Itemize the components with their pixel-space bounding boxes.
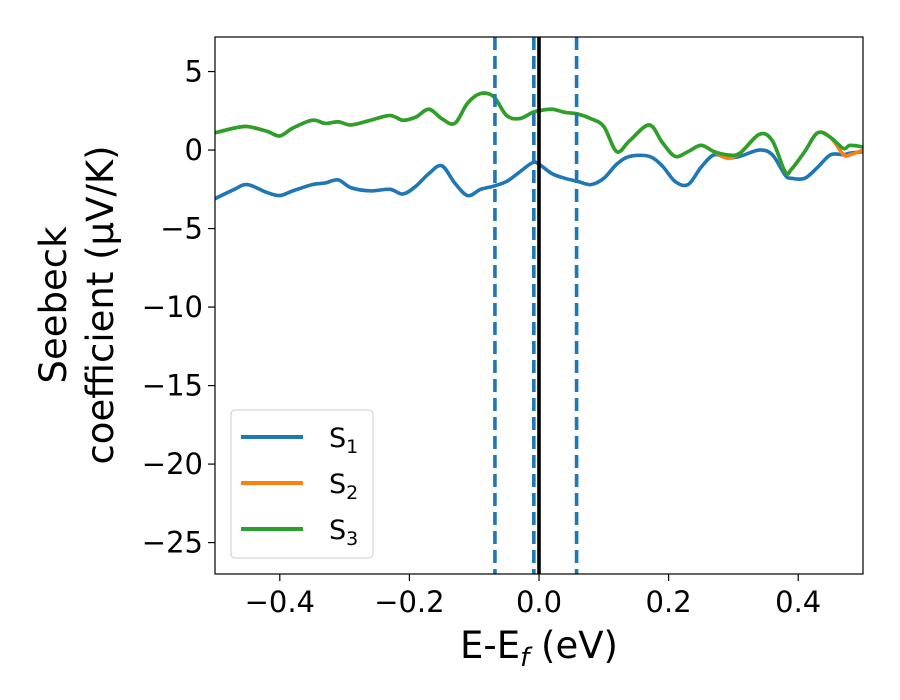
legend-label-s1: S1 [329, 423, 358, 458]
y-tick-label: −25 [142, 526, 203, 560]
y-tick-label: 5 [185, 55, 203, 89]
x-tick-label: 0.0 [516, 585, 562, 619]
series-line-s1 [215, 148, 863, 201]
legend: S1 S2 S3 [230, 409, 374, 559]
y-tick-label: −10 [142, 290, 203, 324]
y-axis-label-line2: coefficient (μV/K) [79, 145, 122, 464]
x-tick-label: 0.2 [646, 585, 692, 619]
y-tick-label: 0 [185, 133, 203, 167]
x-tick-label: 0.4 [775, 585, 821, 619]
legend-label-s3: S3 [329, 515, 358, 550]
legend-label-s2: S2 [329, 469, 358, 504]
x-tick-label: −0.4 [245, 585, 315, 619]
y-axis-label-line1: Seebeck [32, 226, 75, 384]
y-tick-label: −5 [160, 212, 203, 246]
x-tick-label: −0.2 [374, 585, 444, 619]
series-line-s3 [215, 91, 863, 176]
x-axis-label: E-Ef (eV) [460, 624, 618, 673]
y-tick-label: −20 [142, 447, 203, 481]
y-tick-label: −15 [142, 369, 203, 403]
